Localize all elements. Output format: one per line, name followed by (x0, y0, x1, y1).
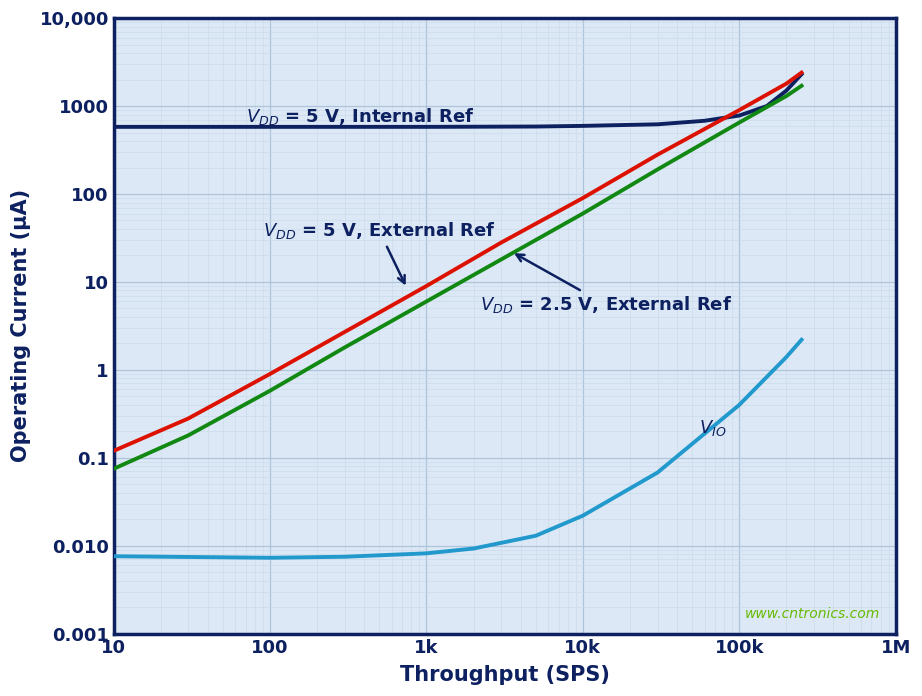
Text: $V_{DD}$ = 2.5 V, External Ref: $V_{DD}$ = 2.5 V, External Ref (480, 255, 732, 315)
X-axis label: Throughput (SPS): Throughput (SPS) (400, 665, 609, 685)
Text: $V_{DD}$ = 5 V, Internal Ref: $V_{DD}$ = 5 V, Internal Ref (246, 106, 474, 127)
Y-axis label: Operating Current (μA): Operating Current (μA) (11, 189, 31, 462)
Text: $V_{DD}$ = 5 V, External Ref: $V_{DD}$ = 5 V, External Ref (263, 221, 496, 283)
Text: www.cntronics.com: www.cntronics.com (745, 608, 881, 622)
Text: $V_{IO}$: $V_{IO}$ (699, 418, 727, 438)
